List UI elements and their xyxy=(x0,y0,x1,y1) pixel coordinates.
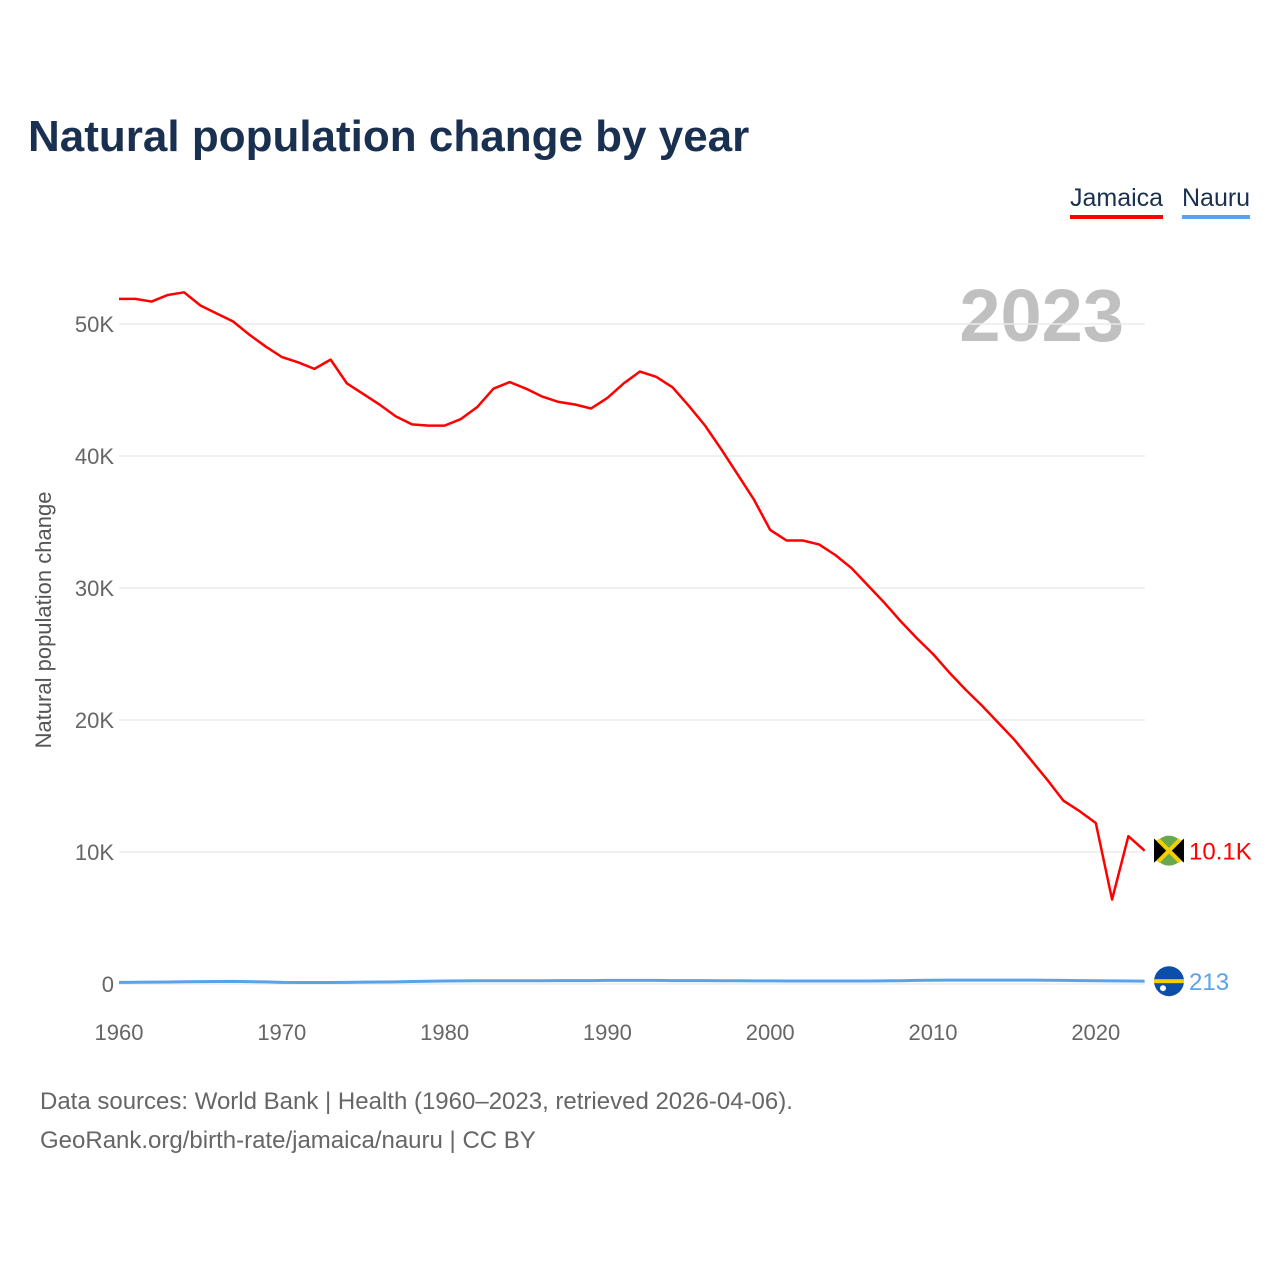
x-tick-label: 2010 xyxy=(909,1020,958,1045)
y-tick-label: 30K xyxy=(75,576,114,601)
end-label-nauru: 213 xyxy=(1189,969,1229,996)
year-watermark: 2023 xyxy=(959,274,1124,357)
y-tick-label: 0 xyxy=(102,972,114,997)
x-tick-label: 1960 xyxy=(95,1020,144,1045)
y-tick-label: 40K xyxy=(75,444,114,469)
end-label-jamaica: 10.1K xyxy=(1189,839,1252,866)
x-tick-label: 1970 xyxy=(257,1020,306,1045)
y-tick-label: 20K xyxy=(75,708,114,733)
series-line-jamaica xyxy=(119,291,1146,901)
y-tick-label: 50K xyxy=(75,312,114,337)
legend-jamaica[interactable]: Jamaica xyxy=(1070,184,1164,219)
jamaica-flag-saltire xyxy=(1156,838,1182,864)
nauru-flag-star xyxy=(1160,985,1166,992)
chart-title: Natural population change by year xyxy=(28,112,750,161)
series-line-nauru xyxy=(118,978,1145,985)
x-tick-label: 1990 xyxy=(583,1020,632,1045)
footer-link[interactable]: GeoRank.org/birth-rate/jamaica/nauru | C… xyxy=(40,1127,536,1154)
x-tick-label: 2000 xyxy=(746,1020,795,1045)
x-tick-label: 1980 xyxy=(420,1020,469,1045)
nauru-flag-stripe xyxy=(1154,979,1184,984)
x-tick-label: 2020 xyxy=(1071,1020,1120,1045)
legend-nauru[interactable]: Nauru xyxy=(1182,184,1251,219)
y-tick-label: 10K xyxy=(75,840,114,865)
footer-sources: Data sources: World Bank | Health (1960–… xyxy=(40,1088,793,1115)
